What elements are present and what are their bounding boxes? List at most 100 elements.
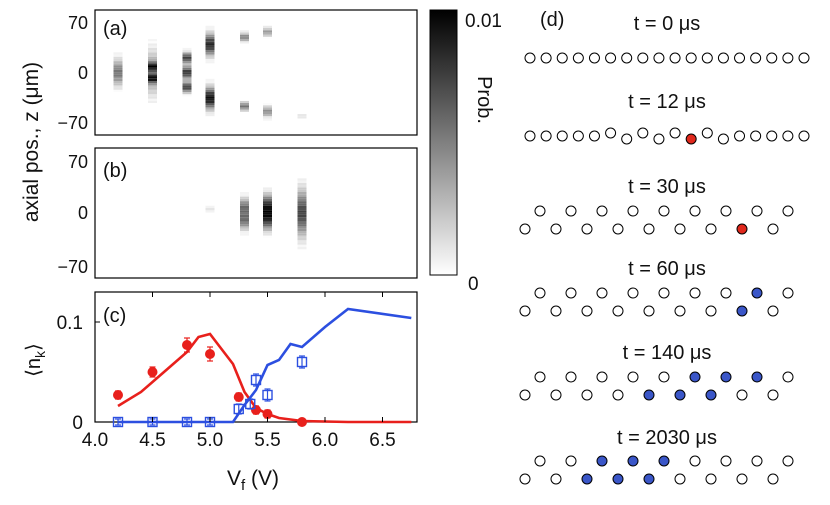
x-tick-label: 6.5 <box>369 430 395 451</box>
heatB-cell-3 <box>297 231 307 234</box>
heatA-cell-2 <box>182 81 192 84</box>
data-point-2 <box>113 390 123 400</box>
row-time-0: t = 0 μs <box>634 13 701 35</box>
ion-b3 <box>612 223 624 235</box>
ion-b0 <box>519 389 531 401</box>
heatA-cell-3 <box>205 45 215 48</box>
panel-c-label: (c) <box>103 305 126 327</box>
heatA-cell-3 <box>205 107 215 110</box>
heatA-cell-1 <box>148 39 157 42</box>
heatA-cell-3 <box>205 41 215 44</box>
heatB-cell-1 <box>240 233 249 236</box>
heatA-cell-4 <box>240 103 249 106</box>
ion-t6 <box>720 371 732 383</box>
heatB-cell-2 <box>263 233 272 236</box>
data-point-3 <box>181 416 193 428</box>
heatA-cell-4 <box>240 111 249 115</box>
heatA-cell-3 <box>205 32 215 35</box>
heatA-cell-3 <box>205 109 215 112</box>
heatB-cell-2 <box>263 219 272 222</box>
heatA-cell-4 <box>240 41 249 44</box>
heatA-cell-3 <box>205 96 215 99</box>
xlabel-end: (V) <box>245 467 279 490</box>
heatB-cell-1 <box>240 214 249 218</box>
ion-t3 <box>627 205 639 217</box>
colorbar-title: Prob. <box>473 76 495 124</box>
ion-t2 <box>596 371 608 383</box>
heatA-cell-4 <box>240 32 249 35</box>
heatB-cell-2 <box>263 208 272 211</box>
ion-4 <box>588 52 600 64</box>
ion-b7 <box>736 223 748 235</box>
heatA-cell-2 <box>182 94 192 97</box>
ylabel-sub: k <box>32 350 48 358</box>
ion-17 <box>798 52 810 64</box>
ion-b0 <box>519 305 531 317</box>
heatB-cell-1 <box>240 192 249 195</box>
heatA-cell-5 <box>263 25 272 29</box>
heatA-cell-3 <box>205 111 215 115</box>
panel-b-ytick-neg70: −70 <box>57 257 88 277</box>
heatA-cell-1 <box>148 81 157 84</box>
heatA-cell-3 <box>205 100 215 104</box>
heatA-cell-0 <box>113 83 123 86</box>
ion-15 <box>766 52 778 64</box>
heatA-cell-5 <box>263 103 272 106</box>
ion-2 <box>556 52 568 64</box>
heatA-cell-1 <box>148 52 157 55</box>
heatB-cell-2 <box>263 210 272 213</box>
ion-t0 <box>534 455 546 467</box>
heatB-cell-3 <box>297 226 307 229</box>
heatA-cell-0 <box>113 52 123 55</box>
ion-t5 <box>689 455 701 467</box>
heatA-cell-1 <box>148 69 157 73</box>
heatB-cell-3 <box>297 235 307 238</box>
heatA-cell-1 <box>148 47 157 51</box>
data-point-3 <box>233 403 244 415</box>
heatA-cell-3 <box>205 25 215 29</box>
ion-b1 <box>550 305 562 317</box>
heatA-cell-2 <box>182 50 192 53</box>
heatA-cell-2 <box>182 85 192 88</box>
heatA-cell-3 <box>205 85 215 88</box>
heatB-cell-3 <box>297 196 307 199</box>
ion-b0 <box>519 473 531 485</box>
panel-c-frame <box>94 291 418 423</box>
heatB-cell-3 <box>297 178 307 181</box>
y-tick-label: 0 <box>72 413 83 434</box>
ion-6 <box>621 52 633 64</box>
ion-3 <box>572 52 584 64</box>
ion-b4 <box>643 305 655 317</box>
heatA-cell-3 <box>205 36 215 40</box>
data-point-2 <box>233 392 244 402</box>
colorbar-gradient <box>429 9 458 276</box>
ion-t8 <box>782 287 794 299</box>
heatA-cell-0 <box>113 81 123 84</box>
ion-13 <box>734 130 746 142</box>
ion-b6 <box>705 305 717 317</box>
ion-7 <box>637 127 649 139</box>
ion-2 <box>556 130 568 142</box>
y-tick-label: 0.1 <box>57 313 83 334</box>
panel-b-ytick-0: 0 <box>78 203 88 223</box>
panel-a: (a) 70 0 −70 <box>57 9 418 136</box>
heatB-cell-3 <box>297 212 307 215</box>
heatA-cell-1 <box>148 61 157 64</box>
heatA-cell-4 <box>240 98 249 101</box>
heatA-cell-0 <box>113 72 123 75</box>
heatA-cell-1 <box>148 78 157 82</box>
ion-b2 <box>581 389 593 401</box>
heatB-cell-1 <box>240 221 249 225</box>
heatA-cell-5 <box>263 114 272 117</box>
row-time-5: t = 2030 μs <box>617 427 717 449</box>
ion-5 <box>605 52 617 64</box>
heatA-cell-5 <box>263 30 272 33</box>
ion-6 <box>621 133 633 145</box>
ion-b5 <box>674 223 686 235</box>
row-time-1: t = 12 μs <box>628 91 706 113</box>
heatB-cell-1 <box>240 226 249 229</box>
heatA-cell-1 <box>148 85 157 88</box>
heatB-cell-3 <box>297 205 307 208</box>
heatA-cell-3 <box>205 56 215 59</box>
